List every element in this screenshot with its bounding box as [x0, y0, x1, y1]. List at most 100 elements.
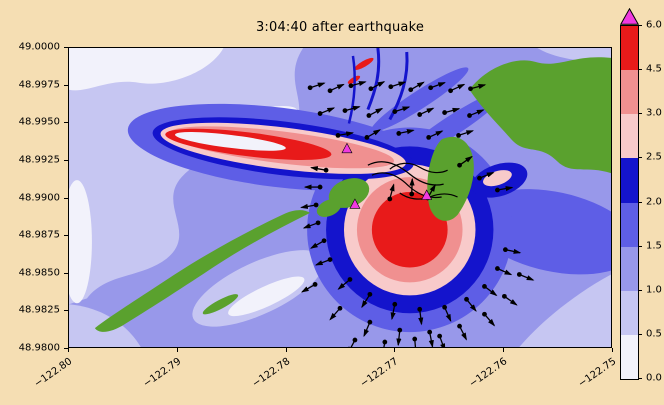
- station-vector: [301, 283, 316, 293]
- contour-region: [228, 276, 305, 317]
- station-vector: [470, 84, 487, 90]
- gauge-markers: [341, 142, 433, 209]
- x-tick-label: −122.75: [576, 356, 619, 390]
- station-vector: [329, 83, 345, 92]
- station-vector: [505, 248, 522, 254]
- y-tick-label: 49.0000: [18, 41, 60, 53]
- contour-regions: [69, 48, 611, 347]
- y-tick-label: 48.9925: [18, 154, 60, 166]
- station-dot: [428, 85, 434, 91]
- station-vector: [310, 166, 327, 172]
- station-vector: [439, 335, 446, 347]
- contour-region: [202, 294, 239, 315]
- y-tick-mark: [64, 235, 68, 237]
- contour-region: [427, 136, 474, 221]
- colorbar-tick-mark: [639, 201, 642, 203]
- station-vector: [497, 267, 513, 276]
- station-dot: [426, 135, 432, 140]
- colorbar-band: [621, 202, 638, 247]
- station-vector: [458, 325, 467, 341]
- station-dot: [477, 175, 482, 181]
- station-vector: [483, 313, 496, 327]
- station-vector: [479, 171, 495, 179]
- station-dot: [337, 305, 343, 311]
- station-dot: [442, 304, 448, 310]
- station-vector: [337, 278, 351, 290]
- x-tick-label: −122.77: [358, 356, 401, 390]
- station-dot: [327, 257, 333, 262]
- station-dot: [482, 284, 487, 289]
- station-dot: [408, 87, 414, 93]
- colorbar-tick-mark: [639, 378, 642, 379]
- station-vector: [394, 106, 411, 113]
- station-vector: [418, 309, 424, 326]
- x-tick-label: −122.78: [250, 356, 292, 390]
- station-vector: [419, 107, 435, 116]
- station-dot: [409, 191, 415, 197]
- station-vector: [469, 109, 485, 117]
- colorbar-tick-label: 2.5: [646, 151, 662, 163]
- station-dot: [482, 311, 487, 317]
- x-tick-mark: [612, 348, 613, 352]
- station-vector: [368, 107, 384, 117]
- station-dot: [315, 220, 321, 226]
- station-vector: [414, 338, 417, 347]
- station-vector: [396, 330, 402, 347]
- station-vector: [459, 155, 473, 166]
- colorbar-tick-label: 3.0: [646, 107, 662, 119]
- colorbar-tick-label: 0.0: [646, 372, 662, 384]
- station-dot: [317, 184, 323, 190]
- colorbar-band: [621, 158, 638, 203]
- colorbar-tick-mark: [639, 333, 642, 335]
- station-dot: [495, 266, 500, 271]
- y-tick-mark: [64, 272, 68, 274]
- station-dot: [347, 277, 353, 282]
- station-vector: [344, 105, 361, 112]
- station-vector: [309, 240, 325, 249]
- station-vector: [409, 177, 415, 195]
- station-vector: [337, 131, 355, 137]
- contour-region: [316, 198, 342, 217]
- station-dot: [312, 282, 318, 287]
- station-dot: [323, 167, 329, 173]
- station-dot: [352, 337, 358, 343]
- contour-region: [470, 189, 611, 275]
- station-vector: [430, 82, 446, 89]
- station-vector: [366, 129, 381, 138]
- station-vector: [484, 285, 498, 297]
- y-tick-mark: [64, 47, 68, 48]
- colorbar-tick-mark: [639, 245, 642, 247]
- colorbar-extend-arrow: [620, 8, 639, 25]
- colorbar-tick-label: 0.5: [646, 328, 662, 340]
- station-vector: [370, 81, 386, 90]
- station-dot: [442, 110, 448, 115]
- colorbar-tick-label: 2.0: [646, 196, 662, 207]
- y-tick-mark: [64, 159, 68, 161]
- station-dot: [397, 327, 403, 333]
- station-vector: [389, 183, 395, 200]
- station-dot: [307, 85, 313, 91]
- contour-region: [69, 48, 224, 91]
- contour-region: [69, 180, 92, 304]
- station-vector: [466, 298, 477, 312]
- contour-region: [347, 55, 357, 124]
- y-tick-label: 48.9850: [18, 267, 60, 279]
- station-dot: [456, 133, 461, 138]
- station-dot: [502, 293, 507, 299]
- station-dot: [502, 247, 508, 253]
- y-tick-mark: [64, 310, 68, 312]
- contour-region: [94, 210, 311, 332]
- station-dot: [366, 113, 372, 118]
- station-vector: [390, 304, 396, 321]
- station-dot: [516, 272, 522, 277]
- station-dot: [364, 135, 370, 140]
- station-vector: [458, 130, 475, 137]
- colorbar-band: [621, 26, 638, 71]
- station-dot: [348, 83, 354, 89]
- colorbar-tick-mark: [639, 157, 642, 159]
- station-dot: [417, 112, 423, 117]
- station-dot: [321, 238, 327, 244]
- contour-region: [389, 162, 448, 174]
- contour-region: [519, 274, 611, 347]
